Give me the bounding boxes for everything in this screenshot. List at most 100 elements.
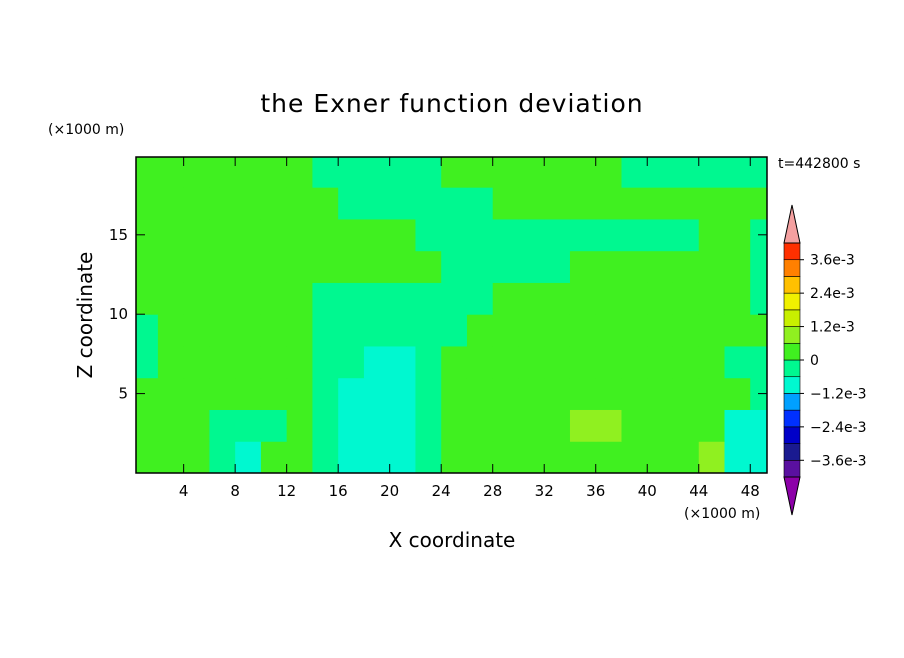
y-tick-label: 10 [109, 305, 128, 323]
colorbar-box [783, 443, 801, 461]
field-cell [544, 157, 571, 188]
field-cell [157, 377, 185, 410]
field-cell [312, 157, 339, 188]
field-cell [595, 441, 622, 473]
field-cell [415, 314, 442, 347]
field-cell [363, 187, 391, 220]
field-cell [415, 218, 442, 252]
field-cell [698, 314, 726, 347]
field-cell [338, 314, 365, 347]
field-cell [363, 314, 391, 347]
field-cell [312, 409, 339, 442]
field-cell [286, 282, 313, 315]
field-cell [363, 345, 391, 379]
colorbar-tick-label: −1.2e-3 [810, 386, 867, 402]
field-cell [136, 377, 159, 410]
field-cell [235, 345, 262, 379]
field-cell [183, 314, 210, 347]
field-cell [750, 282, 767, 315]
field-cell [544, 345, 571, 379]
field-cell [698, 345, 726, 379]
field-cell [750, 250, 767, 283]
field-cell [698, 157, 726, 188]
field-cell [389, 345, 416, 379]
field-cell [569, 250, 597, 283]
field-cell [235, 409, 262, 442]
field-cell [698, 250, 726, 283]
field-cell [621, 187, 648, 220]
colorbar-box [783, 259, 801, 277]
field-cell [724, 314, 751, 347]
field-cell [441, 187, 468, 220]
x-tick-label: 40 [638, 482, 657, 500]
field-cell [183, 250, 210, 283]
field-cell [544, 409, 571, 442]
field-cell [415, 187, 442, 220]
field-cell [363, 282, 391, 315]
field-cell [724, 409, 751, 442]
field-cell [338, 187, 365, 220]
field-cell [441, 345, 468, 379]
colorbar-under [783, 476, 801, 516]
field-cell [466, 250, 494, 283]
field-cell [544, 314, 571, 347]
field-cell [492, 250, 519, 283]
field-cell [492, 218, 519, 252]
field-cell [698, 187, 726, 220]
field-cell [492, 282, 519, 315]
field-cell [260, 314, 288, 347]
field-cell [595, 282, 622, 315]
field-cell [569, 377, 597, 410]
field-cell [595, 187, 622, 220]
field-cell [157, 157, 185, 188]
field-cell [724, 441, 751, 473]
field-cell [389, 314, 416, 347]
x-tick-label: 24 [432, 482, 451, 500]
field-cell [441, 377, 468, 410]
field-cell [338, 218, 365, 252]
colorbar-tick-label: −2.4e-3 [810, 420, 867, 436]
field-cell [157, 218, 185, 252]
field-cell [260, 377, 288, 410]
field-cell [724, 377, 751, 410]
x-tick-label: 20 [380, 482, 399, 500]
colorbar-box [783, 359, 801, 378]
field-cell [183, 218, 210, 252]
field-cell [466, 218, 494, 252]
field-cell [466, 187, 494, 220]
field-cell [647, 441, 674, 473]
field-cell [441, 314, 468, 347]
field-cell [544, 250, 571, 283]
colorbar-box [783, 409, 801, 428]
x-tick-label: 48 [741, 482, 760, 500]
field-cell [595, 250, 622, 283]
x-tick-label: 8 [230, 482, 240, 500]
colorbar-box [783, 309, 801, 327]
field-cell [621, 250, 648, 283]
field-cell [544, 187, 571, 220]
field-cell [363, 250, 391, 283]
field-cell [363, 377, 391, 410]
x-tick-label: 44 [689, 482, 708, 500]
field-cell [569, 187, 597, 220]
field-cell [544, 282, 571, 315]
field-cell [621, 218, 648, 252]
x-unit: (×1000 m) [684, 506, 760, 522]
field-cell [136, 282, 159, 315]
field-cell [518, 314, 545, 347]
field-cell [363, 409, 391, 442]
x-tick-label: 4 [179, 482, 189, 500]
field-cell [157, 187, 185, 220]
field-cell [441, 441, 468, 473]
field-cell [672, 187, 700, 220]
field-cell [183, 377, 210, 410]
colorbar-tick-label: 1.2e-3 [810, 320, 855, 336]
field-cell [724, 157, 751, 188]
field [136, 157, 767, 473]
field-cell [595, 218, 622, 252]
field-cell [492, 314, 519, 347]
field-cell [363, 157, 391, 188]
field-cell [209, 409, 236, 442]
field-cell [441, 250, 468, 283]
colorbar-box [783, 326, 801, 344]
